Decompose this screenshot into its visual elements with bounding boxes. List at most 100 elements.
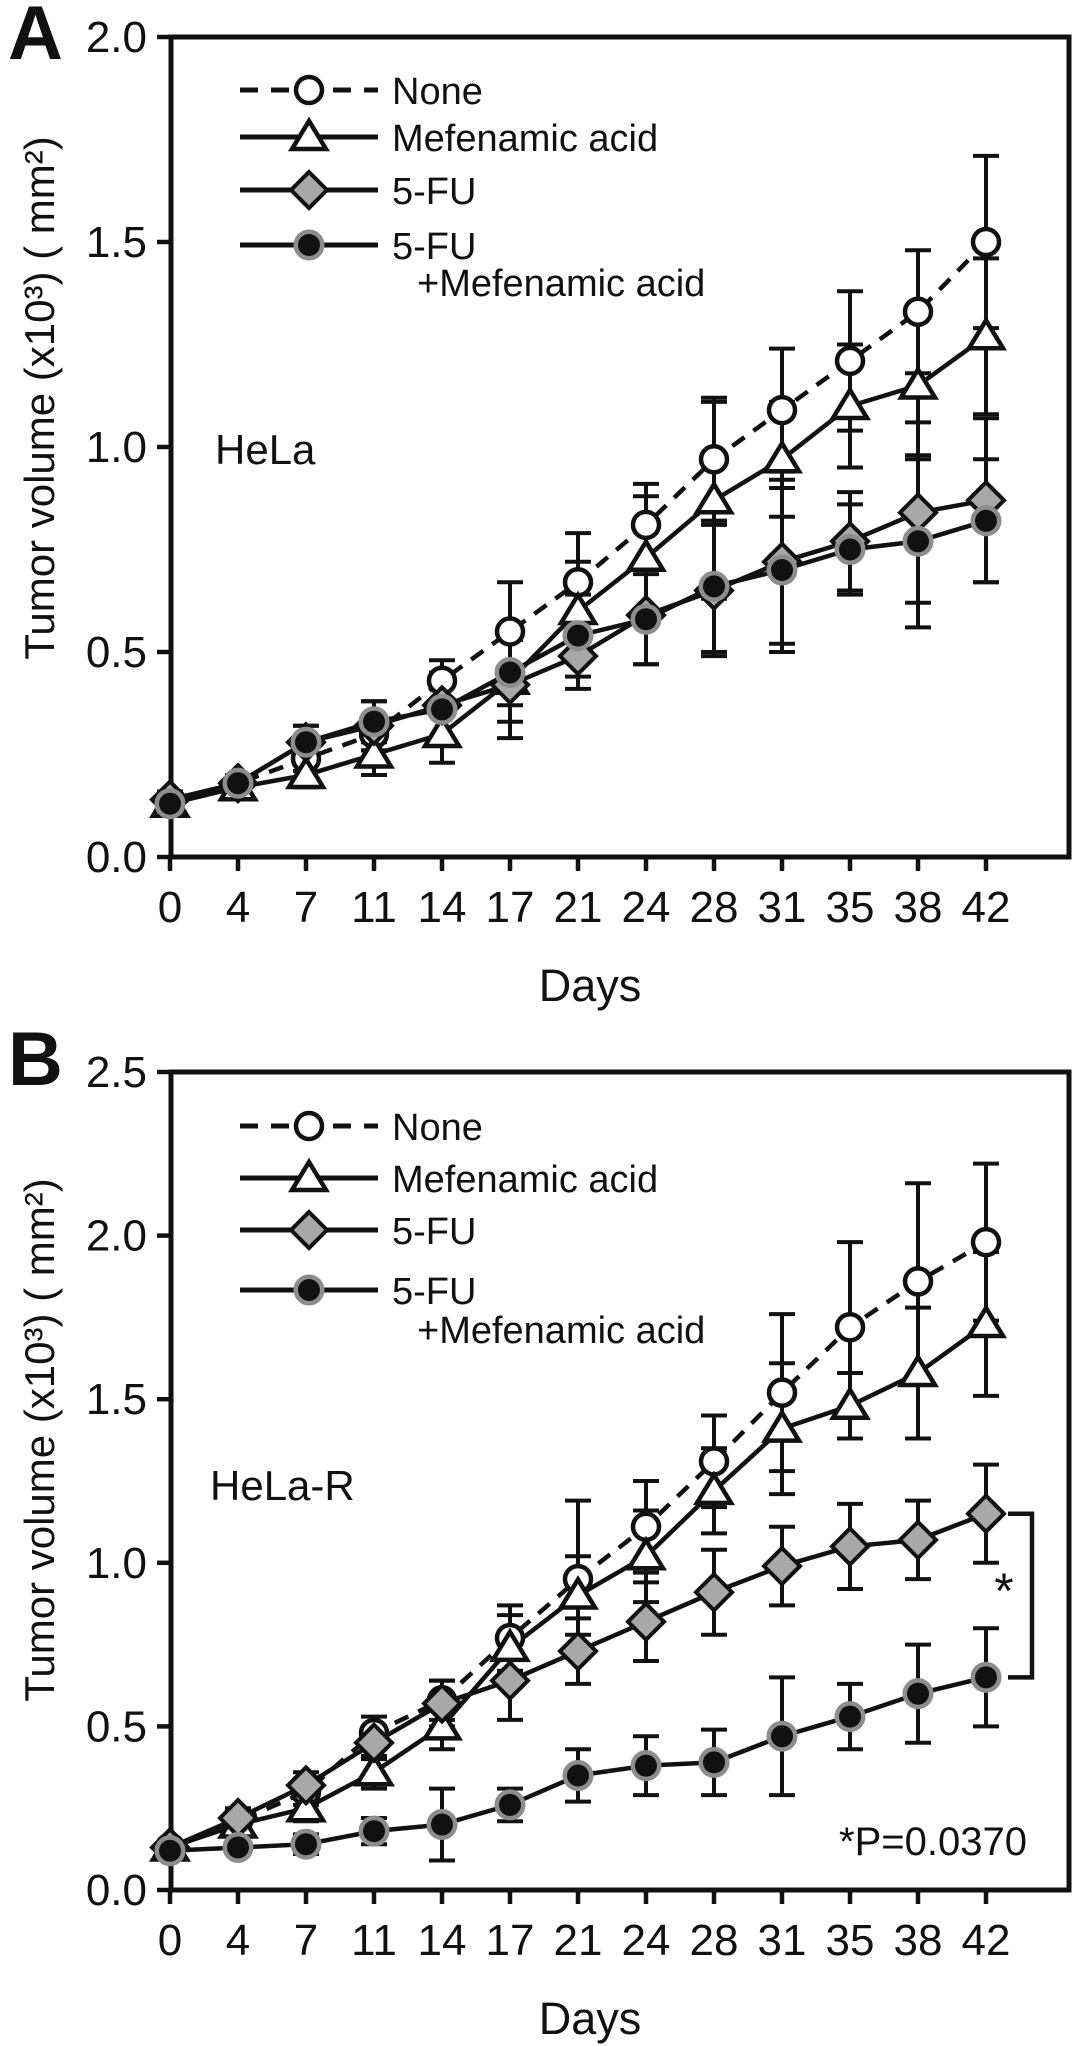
x-tick-label: 14 bbox=[418, 883, 467, 932]
data-point-halo bbox=[902, 525, 934, 557]
data-point-open-circle bbox=[494, 616, 526, 647]
x-tick-label: 38 bbox=[894, 1916, 943, 1965]
x-tick-label: 4 bbox=[226, 1916, 250, 1965]
data-point-halo bbox=[494, 657, 526, 688]
data-point-filled-circle bbox=[703, 575, 725, 598]
data-point-open-circle bbox=[970, 1226, 1002, 1258]
data-point-halo bbox=[834, 534, 866, 565]
panel-b-letter: B bbox=[8, 1017, 63, 1102]
panel-A: 0.0 0.5 1.0 1.5 2.0 0 4 7 11 14 17 21 24 28 31 35 38 42 No… bbox=[86, 13, 1072, 932]
data-point-halo bbox=[358, 1815, 390, 1847]
data-point-open-triangle bbox=[965, 315, 1007, 351]
y-tick-label: 0.0 bbox=[86, 833, 147, 882]
data-point-halo bbox=[154, 788, 186, 820]
data-point-open-circle bbox=[834, 1311, 866, 1343]
legend-label: None bbox=[392, 71, 483, 113]
data-point-open-triangle bbox=[285, 754, 327, 790]
x-tick-label: 35 bbox=[826, 883, 875, 932]
data-point-halo bbox=[290, 726, 322, 758]
data-point-open-triangle bbox=[761, 1408, 803, 1443]
data-point-open-triangle bbox=[965, 1303, 1007, 1339]
data-point-filled-circle bbox=[227, 1836, 249, 1859]
data-point-filled-circle bbox=[703, 1751, 725, 1774]
data-point-filled-circle bbox=[839, 1705, 861, 1728]
panel-b-y-axis-title: Tumor volume (x10³) ( mm²) bbox=[16, 1178, 63, 1702]
data-point-open-triangle bbox=[625, 537, 667, 572]
data-point-gray-diamond bbox=[353, 1721, 395, 1764]
data-point-open-circle bbox=[766, 394, 798, 426]
data-point-gray-diamond bbox=[557, 1630, 599, 1672]
data-point-filled-circle bbox=[567, 624, 589, 647]
data-point-filled-circle bbox=[771, 1725, 793, 1748]
x-tick-label: 21 bbox=[554, 1916, 603, 1965]
panel-a-x-axis-title: Days bbox=[538, 960, 642, 1011]
x-tick-label: 0 bbox=[158, 1916, 182, 1965]
data-point-open-circle bbox=[698, 444, 730, 475]
legend-label: +Mefenamic acid bbox=[417, 1310, 705, 1352]
x-tick-label: 38 bbox=[894, 883, 943, 932]
data-point-halo bbox=[494, 1789, 526, 1821]
data-point-filled-circle bbox=[298, 1279, 320, 1301]
data-point-halo bbox=[766, 554, 798, 586]
data-point-filled-circle bbox=[227, 772, 249, 795]
data-point-gray-diamond bbox=[288, 169, 330, 211]
data-point-filled-circle bbox=[975, 1666, 997, 1689]
data-point-halo bbox=[290, 1828, 322, 1860]
legend-label: 5-FU bbox=[392, 1271, 476, 1313]
data-point-open-circle bbox=[902, 1266, 934, 1297]
data-point-open-circle bbox=[293, 74, 325, 106]
p-value-annotation: *P=0.0370 bbox=[839, 1820, 1027, 1864]
legend-label: 5-FU bbox=[392, 171, 476, 213]
x-tick-label: 17 bbox=[486, 1916, 535, 1965]
data-point-filled-circle bbox=[363, 710, 385, 733]
data-point-filled-circle bbox=[431, 1813, 453, 1836]
data-point-halo bbox=[970, 505, 1002, 537]
x-tick-label: 31 bbox=[758, 1916, 807, 1965]
data-point-halo bbox=[630, 603, 662, 635]
data-point-open-triangle bbox=[897, 1352, 939, 1388]
x-tick-label: 11 bbox=[351, 1916, 397, 1965]
data-point-open-triangle bbox=[693, 479, 735, 515]
data-point-open-triangle bbox=[897, 365, 939, 400]
data-point-filled-circle bbox=[431, 698, 453, 721]
x-tick-label: 7 bbox=[294, 1916, 318, 1965]
data-point-halo bbox=[902, 1678, 934, 1710]
data-point-filled-circle bbox=[975, 509, 997, 532]
data-point-halo bbox=[698, 570, 730, 602]
y-tick-label: 1.5 bbox=[86, 218, 147, 267]
data-point-gray-diamond bbox=[625, 1600, 667, 1643]
significance-bracket bbox=[1008, 1511, 1035, 1680]
data-point-open-triangle bbox=[625, 1535, 667, 1571]
x-tick-label: 11 bbox=[351, 883, 397, 932]
data-point-open-triangle bbox=[421, 1706, 463, 1741]
data-point-open-circle bbox=[766, 1377, 798, 1408]
data-point-gray-diamond bbox=[897, 491, 939, 534]
data-point-filled-circle bbox=[499, 661, 521, 684]
panel-a-cell-line-label: HeLa bbox=[215, 426, 316, 473]
data-point-halo bbox=[426, 693, 458, 725]
data-point-filled-circle bbox=[499, 1793, 521, 1816]
x-tick-label: 7 bbox=[294, 883, 318, 932]
data-point-open-circle bbox=[834, 345, 866, 377]
data-point-halo bbox=[426, 1809, 458, 1841]
data-point-open-triangle bbox=[829, 1385, 871, 1420]
data-point-filled-circle bbox=[635, 608, 657, 631]
data-point-halo bbox=[358, 706, 390, 738]
data-point-gray-diamond bbox=[693, 1571, 735, 1614]
x-tick-label: 28 bbox=[690, 1916, 739, 1965]
data-point-gray-diamond bbox=[288, 1209, 330, 1251]
data-point-open-circle bbox=[630, 509, 662, 541]
legend-label: None bbox=[392, 1107, 483, 1149]
data-point-open-triangle bbox=[557, 1575, 599, 1610]
legend-label: Mefenamic acid bbox=[392, 1159, 658, 1201]
data-point-open-triangle bbox=[353, 734, 395, 769]
x-tick-label: 21 bbox=[554, 883, 603, 932]
y-tick-label: 2.0 bbox=[86, 1212, 147, 1261]
series-markers-open-circle bbox=[154, 226, 1002, 819]
legend-label: 5-FU bbox=[392, 1211, 476, 1253]
data-point-open-triangle bbox=[761, 438, 803, 474]
data-point-halo bbox=[630, 1750, 662, 1782]
data-point-filled-circle bbox=[635, 1754, 657, 1777]
data-point-halo bbox=[698, 1746, 730, 1778]
x-tick-label: 0 bbox=[158, 883, 182, 932]
